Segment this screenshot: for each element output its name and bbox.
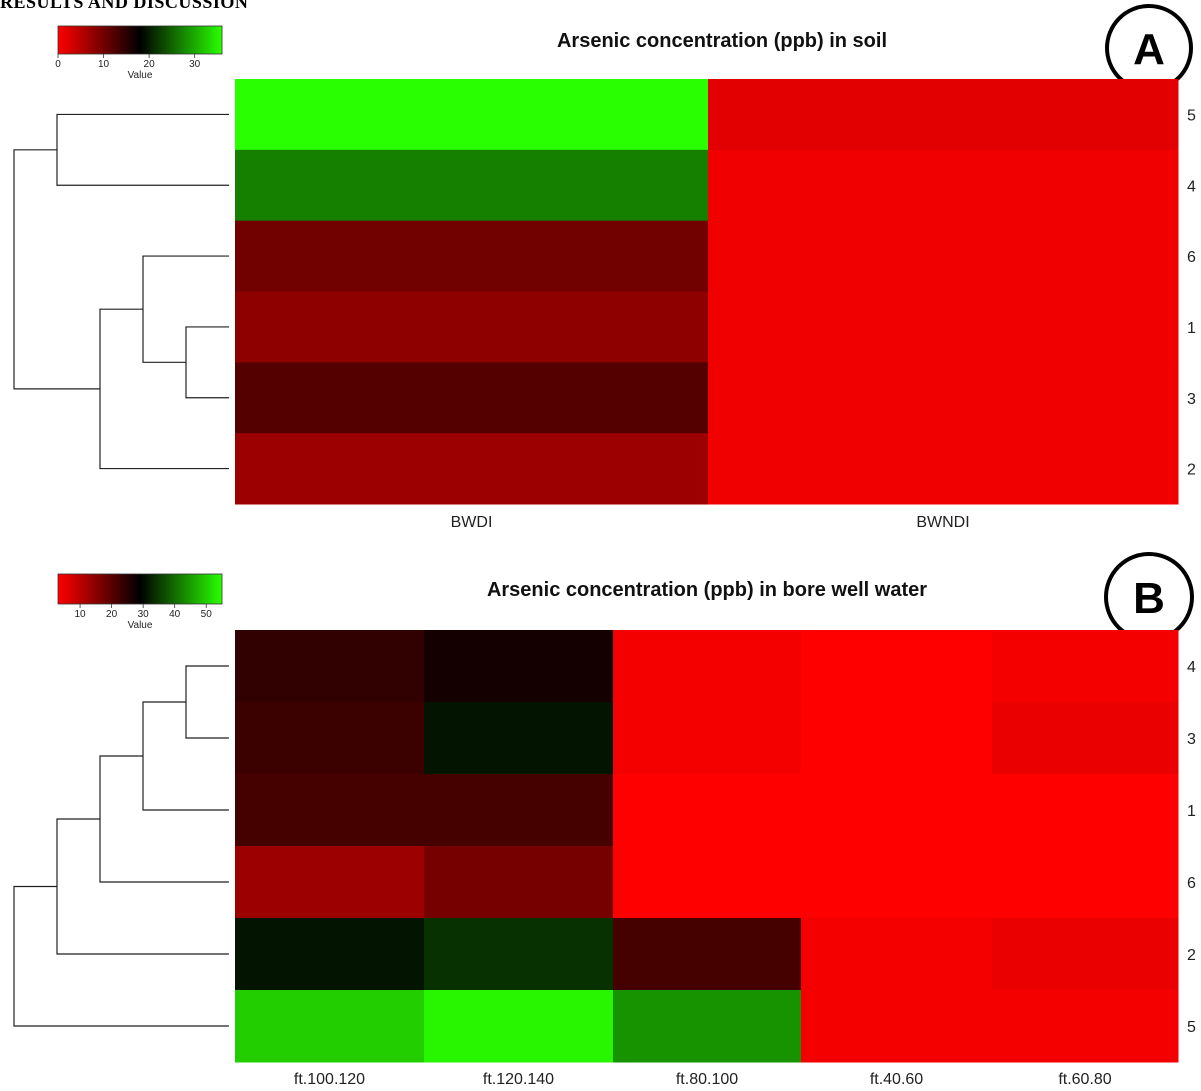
heatmap-cell <box>708 220 1179 292</box>
color-key-bar <box>57 25 223 55</box>
dendrogram-branch <box>56 818 229 955</box>
heatmap-cell <box>613 702 802 775</box>
color-key-bar <box>57 573 223 605</box>
panel-badge-label: A <box>1133 25 1165 74</box>
dendrogram-branch <box>13 885 229 1027</box>
heatmap-cell <box>708 362 1179 434</box>
row-label: 6 <box>1187 875 1196 892</box>
heatmap-cell <box>424 846 614 919</box>
color-key-tick-label: 10 <box>98 59 110 70</box>
heatmap-cell <box>801 846 993 919</box>
chart-title: Arsenic concentration (ppb) in soil <box>557 30 887 52</box>
dendrogram-branch <box>56 113 229 186</box>
heatmap-cell <box>992 774 1179 847</box>
heatmap-cell <box>992 846 1179 919</box>
heatmap-cell <box>801 774 993 847</box>
heatmap-cell <box>424 630 614 703</box>
color-key-tick-label: 20 <box>144 59 156 70</box>
row-label: 2 <box>1187 462 1196 479</box>
heatmap-cell <box>235 79 709 151</box>
row-label: 5 <box>1187 107 1196 124</box>
heatmap-cell <box>613 846 802 919</box>
heatmap-cell <box>708 433 1179 505</box>
heatmap-cell <box>235 990 425 1063</box>
column-label: ft.40.60 <box>870 1071 923 1088</box>
heatmap-cell <box>235 774 425 847</box>
heatmap-cell <box>235 433 709 505</box>
heatmap-cell <box>992 702 1179 775</box>
heatmap-cell <box>235 291 709 363</box>
heatmap-cell <box>613 990 802 1063</box>
column-label: BWDI <box>451 514 493 531</box>
panel-badge-label: B <box>1133 574 1165 623</box>
heatmap-cell <box>235 220 709 292</box>
heatmap-cell <box>235 918 425 991</box>
heatmap-cell <box>801 630 993 703</box>
heatmap-cell <box>235 630 425 703</box>
color-key-tick-label: 0 <box>55 59 61 70</box>
chart-title: Arsenic concentration (ppb) in bore well… <box>487 579 927 601</box>
column-label: ft.60.80 <box>1058 1071 1111 1088</box>
heatmap-panel-b: 10 20 30 40 50 Value Arsenic concentration (pp… <box>13 552 1196 1088</box>
section-heading: RESULTS AND DISCUSSION <box>0 0 249 12</box>
heatmap-cell <box>424 990 614 1063</box>
heatmap-cell <box>613 774 802 847</box>
dendrogram-branch <box>185 665 229 739</box>
heatmap-cell <box>424 918 614 991</box>
heatmap-cell <box>992 990 1179 1063</box>
heatmap-cell <box>708 79 1179 151</box>
color-key-tick-label: 20 <box>106 609 118 620</box>
row-label: 6 <box>1187 249 1196 266</box>
heatmap-cell <box>424 774 614 847</box>
heatmap-cell <box>235 846 425 919</box>
color-key-title: Value <box>128 70 153 81</box>
row-label: 1 <box>1187 803 1196 820</box>
column-label: ft.100.120 <box>294 1071 365 1088</box>
heatmap-cell <box>801 990 993 1063</box>
color-key-title: Value <box>128 620 153 631</box>
heatmap-cell <box>424 702 614 775</box>
row-label: 1 <box>1187 320 1196 337</box>
heatmap-cell <box>235 702 425 775</box>
dendrogram-branch <box>99 308 229 470</box>
heatmap-cell <box>613 918 802 991</box>
row-label: 2 <box>1187 947 1196 964</box>
heatmap-cell <box>708 291 1179 363</box>
heatmap-panel-a: 0 10 20 30 Value Arsenic concentration (ppb) … <box>13 4 1196 531</box>
color-key-tick-label: 30 <box>138 609 150 620</box>
dendrogram-branch <box>99 755 229 883</box>
column-label: ft.80.100 <box>676 1071 738 1088</box>
row-label: 3 <box>1187 391 1196 408</box>
heatmap-cell <box>992 630 1179 703</box>
heatmap-cell <box>235 149 709 222</box>
heatmap-cell <box>801 918 993 991</box>
row-label: 5 <box>1187 1019 1196 1036</box>
column-label: ft.120.140 <box>483 1071 554 1088</box>
heatmap-cell <box>801 702 993 775</box>
heatmap-cell <box>708 149 1179 222</box>
heatmap-cell <box>613 630 802 703</box>
row-label: 3 <box>1187 731 1196 748</box>
color-key-tick-label: 30 <box>189 59 201 70</box>
heatmap-cell <box>992 918 1179 991</box>
column-label: BWNDI <box>916 514 969 531</box>
dendrogram-branch <box>185 326 229 399</box>
color-key-tick-label: 40 <box>169 609 181 620</box>
heatmap-cell <box>235 362 709 434</box>
color-key-tick-label: 50 <box>201 609 213 620</box>
row-label: 4 <box>1187 659 1196 676</box>
dendrogram-branch <box>13 149 100 390</box>
row-label: 4 <box>1187 178 1196 195</box>
color-key-tick-label: 10 <box>75 609 87 620</box>
